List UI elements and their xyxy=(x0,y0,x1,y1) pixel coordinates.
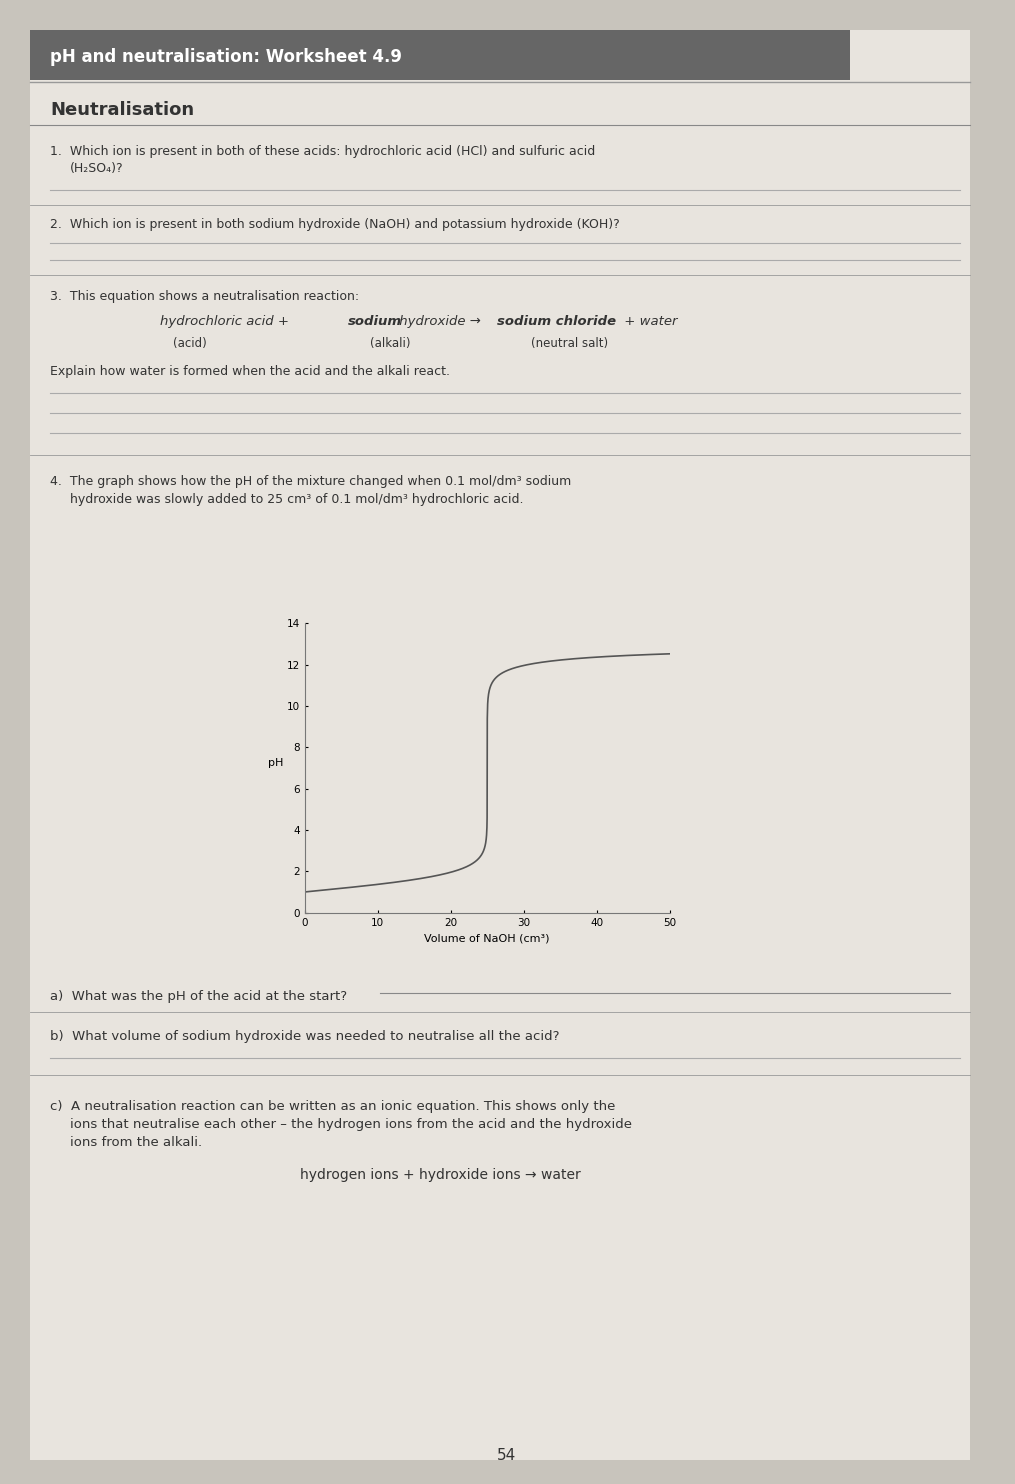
Text: hydroxide →: hydroxide → xyxy=(395,315,485,328)
Text: 1.  Which ion is present in both of these acids: hydrochloric acid (HCl) and sul: 1. Which ion is present in both of these… xyxy=(50,145,595,157)
Text: Neutralisation: Neutralisation xyxy=(50,101,194,119)
Text: + water: + water xyxy=(620,315,677,328)
Text: 3.  This equation shows a neutralisation reaction:: 3. This equation shows a neutralisation … xyxy=(50,289,359,303)
Text: ions that neutralise each other – the hydrogen ions from the acid and the hydrox: ions that neutralise each other – the hy… xyxy=(70,1117,632,1131)
Text: pH and neutralisation: Worksheet 4.9: pH and neutralisation: Worksheet 4.9 xyxy=(50,47,402,65)
Text: hydroxide was slowly added to 25 cm³ of 0.1 mol/dm³ hydrochloric acid.: hydroxide was slowly added to 25 cm³ of … xyxy=(70,493,524,506)
Text: 4.  The graph shows how the pH of the mixture changed when 0.1 mol/dm³ sodium: 4. The graph shows how the pH of the mix… xyxy=(50,475,571,488)
Text: 2.  Which ion is present in both sodium hydroxide (NaOH) and potassium hydroxide: 2. Which ion is present in both sodium h… xyxy=(50,218,620,232)
Text: ions from the alkali.: ions from the alkali. xyxy=(70,1135,202,1149)
X-axis label: Volume of NaOH (cm³): Volume of NaOH (cm³) xyxy=(424,933,550,942)
Text: (H₂SO₄)?: (H₂SO₄)? xyxy=(70,162,124,175)
Text: c)  A neutralisation reaction can be written as an ionic equation. This shows on: c) A neutralisation reaction can be writ… xyxy=(50,1100,615,1113)
FancyBboxPatch shape xyxy=(30,30,970,1460)
Text: 54: 54 xyxy=(497,1447,517,1463)
Text: sodium: sodium xyxy=(348,315,402,328)
Text: (alkali): (alkali) xyxy=(369,337,410,350)
Text: Explain how water is formed when the acid and the alkali react.: Explain how water is formed when the aci… xyxy=(50,365,450,378)
Y-axis label: pH: pH xyxy=(268,758,283,767)
Text: (acid): (acid) xyxy=(174,337,207,350)
Text: a)  What was the pH of the acid at the start?: a) What was the pH of the acid at the st… xyxy=(50,990,347,1003)
Text: (neutral salt): (neutral salt) xyxy=(532,337,609,350)
Text: hydrogen ions + hydroxide ions → water: hydrogen ions + hydroxide ions → water xyxy=(300,1168,581,1181)
Text: sodium chloride: sodium chloride xyxy=(497,315,616,328)
Text: b)  What volume of sodium hydroxide was needed to neutralise all the acid?: b) What volume of sodium hydroxide was n… xyxy=(50,1030,559,1043)
Text: hydrochloric acid +: hydrochloric acid + xyxy=(160,315,293,328)
FancyBboxPatch shape xyxy=(30,30,850,80)
